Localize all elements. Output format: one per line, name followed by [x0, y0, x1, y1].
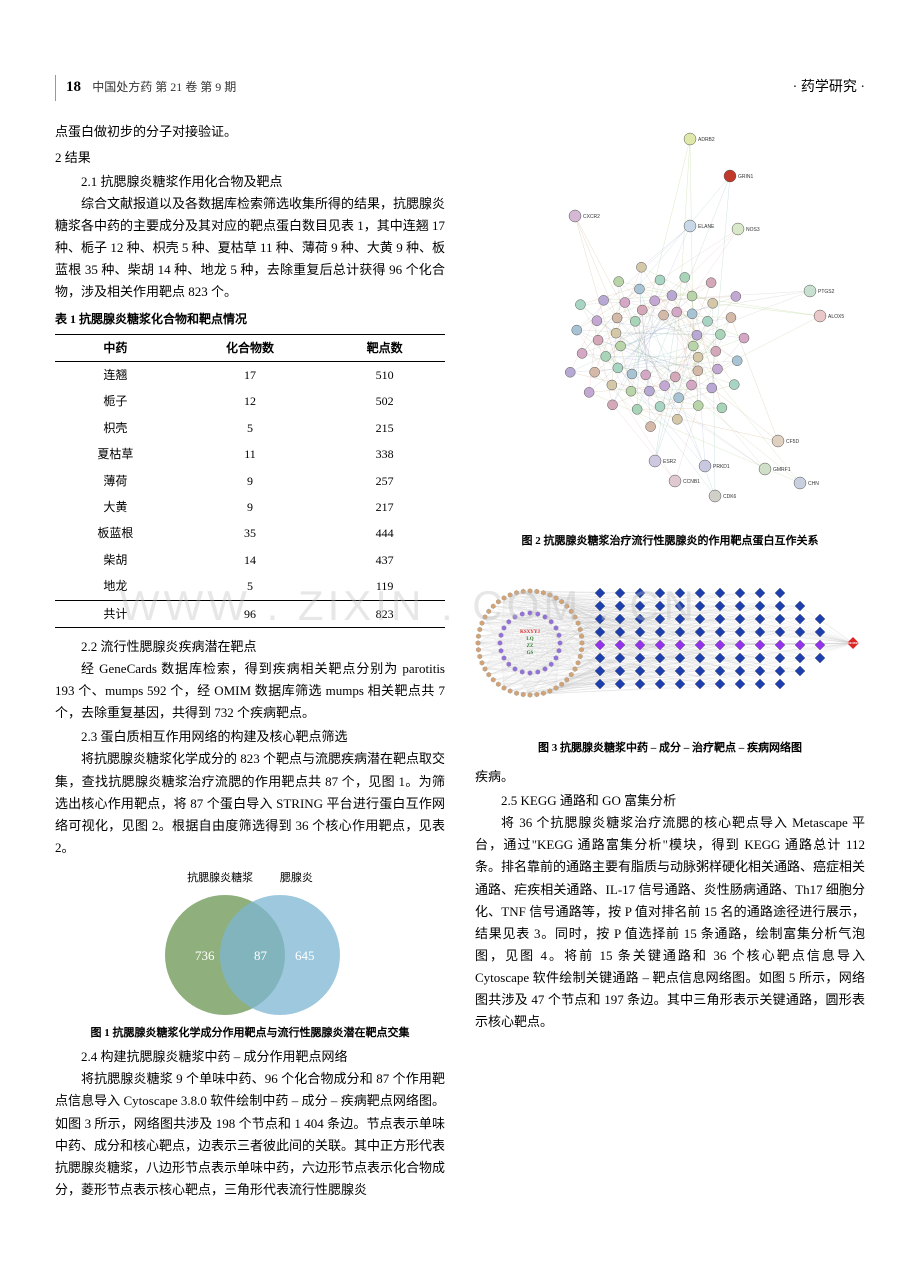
table-row: 连翘17510 — [55, 362, 445, 389]
table1: 中药 化合物数 靶点数 连翘17510栀子12502枳壳5215夏枯草11338… — [55, 334, 445, 628]
venn-label-right: 腮腺炎 — [280, 872, 313, 884]
table-cell: 9 — [176, 494, 325, 520]
para-2-4b: 疾病。 — [475, 766, 865, 788]
para-2-3: 将抗腮腺炎糖浆化学成分的 823 个靶点与流腮疾病潜在靶点取交集，查找抗腮腺炎糖… — [55, 748, 445, 858]
table-cell: 96 — [176, 600, 325, 627]
table-cell: 栀子 — [55, 388, 176, 414]
page-header: 18 中国处方药 第 21 卷 第 9 期 · 药学研究 · — [55, 75, 865, 101]
svg-text:NOS3: NOS3 — [746, 227, 760, 233]
table-row: 板蓝根35444 — [55, 520, 445, 546]
table-cell: 连翘 — [55, 362, 176, 389]
table1-col1: 化合物数 — [176, 334, 325, 361]
table-cell: 5 — [176, 573, 325, 600]
table1-col2: 靶点数 — [324, 334, 445, 361]
svg-text:ALOX5: ALOX5 — [828, 314, 844, 320]
svg-text:CHN: CHN — [808, 481, 819, 487]
table-cell: 共计 — [55, 600, 176, 627]
figure-1: 抗腮腺炎糖浆 腮腺炎 736 87 645 图 1 抗腮腺炎糖浆化学成分作用靶点… — [55, 869, 445, 1042]
table-row: 地龙5119 — [55, 573, 445, 600]
heading-2-3: 2.3 蛋白质相互作用网络的构建及核心靶点筛选 — [55, 726, 445, 748]
table-row: 共计96823 — [55, 600, 445, 627]
table-cell: 地龙 — [55, 573, 176, 600]
venn-num-mid: 87 — [254, 945, 267, 967]
header-left: 18 中国处方药 第 21 卷 第 9 期 — [66, 75, 236, 101]
svg-text:ESR2: ESR2 — [663, 459, 676, 465]
venn-labels: 抗腮腺炎糖浆 腮腺炎 — [55, 869, 445, 888]
table-cell: 夏枯草 — [55, 441, 176, 467]
svg-text:GMRF1: GMRF1 — [773, 467, 791, 473]
svg-text:CXCR2: CXCR2 — [583, 214, 600, 220]
venn-num-left: 736 — [195, 945, 215, 967]
section-label: · 药学研究 · — [793, 76, 865, 100]
svg-text:PTGS2: PTGS2 — [818, 289, 835, 295]
table-cell: 板蓝根 — [55, 520, 176, 546]
page-number: 18 — [66, 79, 81, 95]
table-cell: 17 — [176, 362, 325, 389]
table-row: 大黄9217 — [55, 494, 445, 520]
para-2-1: 综合文献报道以及各数据库检索筛选收集所得的结果，抗腮腺炎糖浆各中药的主要成分及其… — [55, 193, 445, 303]
table-cell: 14 — [176, 547, 325, 573]
table-cell: 510 — [324, 362, 445, 389]
svg-text:ELANE: ELANE — [698, 224, 715, 230]
figure-1-caption: 图 1 抗腮腺炎糖浆化学成分作用靶点与流行性腮腺炎潜在靶点交集 — [55, 1024, 445, 1043]
venn-diagram: 736 87 645 — [140, 890, 360, 1020]
table-cell: 444 — [324, 520, 445, 546]
svg-text:MUMPS: MUMPS — [846, 641, 859, 645]
table-cell: 119 — [324, 573, 445, 600]
table-row: 柴胡14437 — [55, 547, 445, 573]
compound-network: KSXYYJ LQ ZZ GS MUMPS — [475, 558, 865, 728]
table-cell: 5 — [176, 415, 325, 441]
venn-num-right: 645 — [295, 945, 315, 967]
svg-text:KSXYYJ: KSXYYJ — [520, 630, 541, 635]
table-cell: 9 — [176, 468, 325, 494]
table-cell: 502 — [324, 388, 445, 414]
para-2-5: 将 36 个抗腮腺炎糖浆治疗流腮的核心靶点导入 Metascape 平台，通过"… — [475, 812, 865, 1033]
para-2-2: 经 GeneCards 数据库检索，得到疾病相关靶点分别为 parotitis … — [55, 658, 445, 724]
table-cell: 35 — [176, 520, 325, 546]
table-cell: 12 — [176, 388, 325, 414]
svg-text:GRIN1: GRIN1 — [738, 174, 754, 180]
table-cell: 437 — [324, 547, 445, 573]
svg-text:LQ: LQ — [526, 637, 533, 642]
table1-col0: 中药 — [55, 334, 176, 361]
table-row: 夏枯草11338 — [55, 441, 445, 467]
heading-2-2: 2.2 流行性腮腺炎疾病潜在靶点 — [55, 636, 445, 658]
figure-3: KSXYYJ LQ ZZ GS MUMPS 图 3 抗腮腺炎糖浆中药 – 成分 – 治… — [475, 558, 865, 758]
heading-2-5: 2.5 KEGG 通路和 GO 富集分析 — [475, 790, 865, 812]
table-cell: 薄荷 — [55, 468, 176, 494]
svg-text:ADRB2: ADRB2 — [698, 137, 715, 143]
svg-text:ZZ: ZZ — [527, 644, 534, 649]
table-cell: 11 — [176, 441, 325, 467]
svg-text:CF5D: CF5D — [786, 439, 799, 445]
venn-label-left: 抗腮腺炎糖浆 — [187, 872, 253, 884]
table-row: 栀子12502 — [55, 388, 445, 414]
table1-title: 表 1 抗腮腺炎糖浆化合物和靶点情况 — [55, 309, 445, 329]
heading-results: 2 结果 — [55, 147, 445, 169]
table-row: 薄荷9257 — [55, 468, 445, 494]
svg-text:PRKD1: PRKD1 — [713, 464, 730, 470]
ppi-network: ADRB2 GRIN1 CXCR2 ELANE NOS3 PTGS2 ALOX5 ESR2 CF… — [475, 121, 865, 521]
table-cell: 257 — [324, 468, 445, 494]
para-2-4: 将抗腮腺炎糖浆 9 个单味中药、96 个化合物成分和 87 个作用靶点信息导入 … — [55, 1068, 445, 1201]
table-cell: 大黄 — [55, 494, 176, 520]
journal-info: 中国处方药 第 21 卷 第 9 期 — [92, 80, 236, 94]
table-cell: 217 — [324, 494, 445, 520]
figure-3-caption: 图 3 抗腮腺炎糖浆中药 – 成分 – 治疗靶点 – 疾病网络图 — [475, 739, 865, 758]
svg-text:CDK6: CDK6 — [723, 494, 737, 500]
table-row: 枳壳5215 — [55, 415, 445, 441]
table-cell: 柴胡 — [55, 547, 176, 573]
heading-2-1: 2.1 抗腮腺炎糖浆作用化合物及靶点 — [55, 171, 445, 193]
venn-circle-right — [220, 895, 340, 1015]
table-cell: 823 — [324, 600, 445, 627]
heading-2-4: 2.4 构建抗腮腺炎糖浆中药 – 成分作用靶点网络 — [55, 1046, 445, 1068]
figure-2-caption: 图 2 抗腮腺炎糖浆治疗流行性腮腺炎的作用靶点蛋白互作关系 — [475, 532, 865, 551]
para-intro: 点蛋白做初步的分子对接验证。 — [55, 121, 445, 143]
table-cell: 338 — [324, 441, 445, 467]
content-columns: 点蛋白做初步的分子对接验证。 2 结果 2.1 抗腮腺炎糖浆作用化合物及靶点 综… — [55, 121, 865, 1221]
figure-2: ADRB2 GRIN1 CXCR2 ELANE NOS3 PTGS2 ALOX5 ESR2 CF… — [475, 121, 865, 551]
table-cell: 枳壳 — [55, 415, 176, 441]
svg-text:CCNB1: CCNB1 — [683, 479, 700, 485]
svg-text:GS: GS — [527, 651, 534, 656]
table-cell: 215 — [324, 415, 445, 441]
